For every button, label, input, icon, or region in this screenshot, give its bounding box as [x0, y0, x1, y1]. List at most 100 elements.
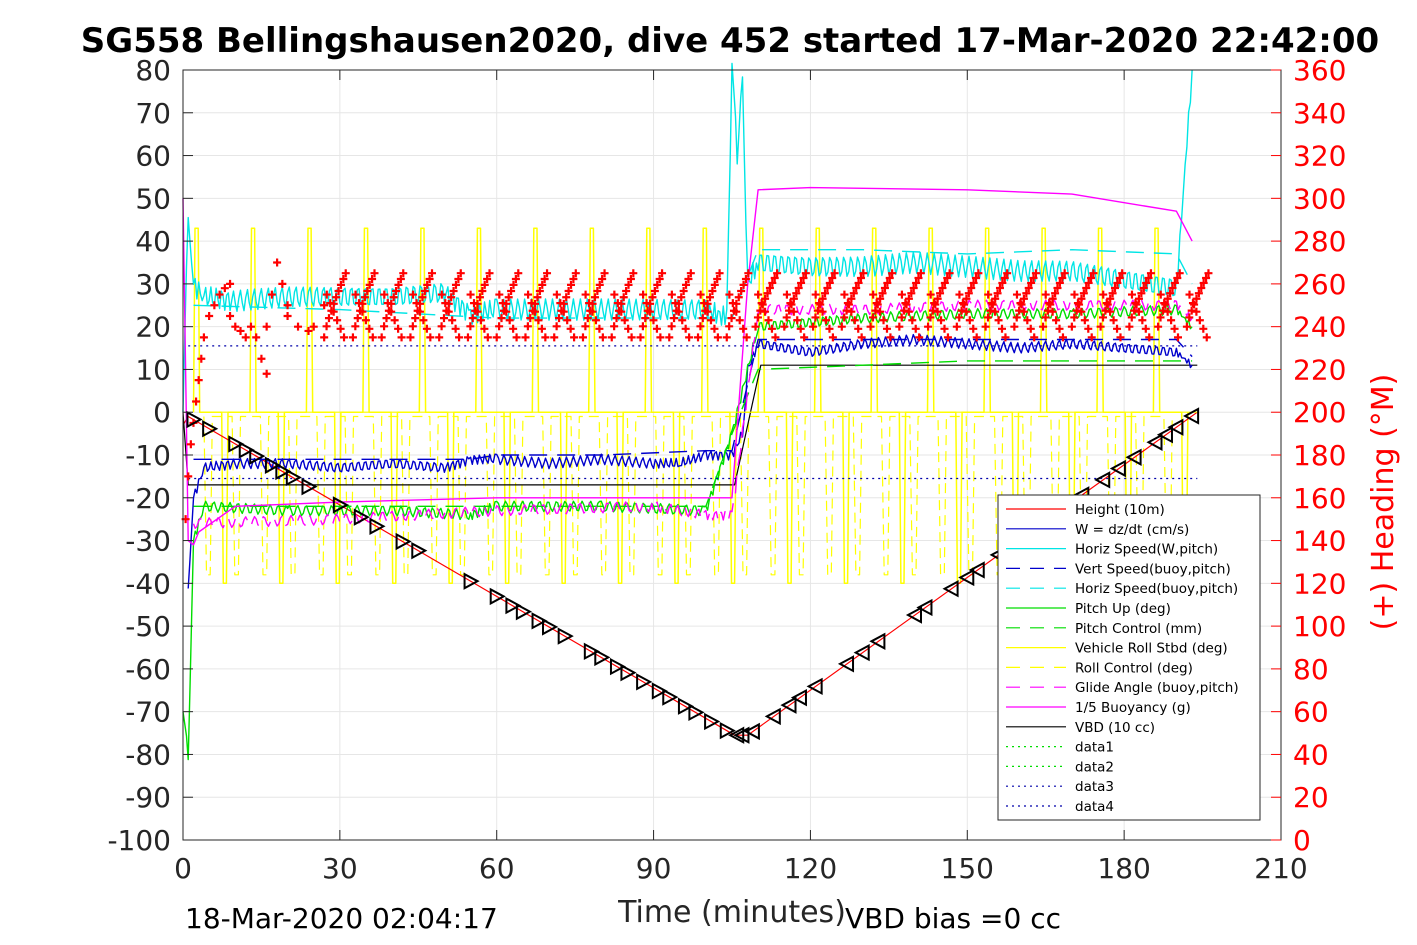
heading-point: [1110, 284, 1119, 293]
heading-point: [448, 316, 457, 325]
y2-tick-label: 160: [1293, 482, 1346, 515]
heading-point: [567, 280, 576, 289]
heading-point: [849, 289, 858, 298]
depth-markers: [186, 407, 1200, 744]
heading-point: [679, 286, 688, 295]
heading-point: [468, 314, 477, 323]
depth-marker: [609, 657, 627, 676]
heading-point: [886, 333, 895, 342]
heading-point: [698, 314, 707, 323]
heading-point: [423, 280, 432, 289]
heading-point: [533, 293, 542, 302]
depth-marker: [264, 456, 281, 474]
depth-marker: [395, 532, 412, 551]
heading-point: [727, 314, 736, 323]
heading-point: [967, 284, 976, 293]
heading-point: [780, 322, 789, 331]
heading-point: [380, 290, 389, 299]
heading-point: [636, 333, 645, 342]
heading-point: [383, 299, 392, 308]
y2-tick-label: 200: [1293, 396, 1346, 429]
heading-point: [509, 324, 518, 333]
heading-point: [556, 299, 565, 308]
depth-marker: [505, 596, 522, 615]
heading-point: [1170, 278, 1179, 287]
heading-point: [1070, 313, 1079, 322]
heading-point: [809, 322, 818, 331]
heading-point: [885, 274, 894, 283]
y2-tick-label: 80: [1293, 653, 1329, 686]
heading-point: [480, 324, 489, 333]
heading-point: [674, 307, 683, 316]
heading-point: [396, 274, 405, 283]
heading-point: [737, 286, 746, 295]
heading-point: [1022, 289, 1031, 298]
heading-point: [1099, 313, 1108, 322]
heading-point: [713, 274, 722, 283]
y-tick-label: -60: [125, 653, 171, 686]
legend-label-horiz-buoy: Horiz Speed(buoy,pitch): [1075, 581, 1238, 597]
y2-tick-label: 260: [1293, 268, 1346, 301]
heading-point: [1039, 322, 1048, 331]
heading-point: [340, 333, 349, 342]
heading-point: [552, 290, 561, 299]
heading-point: [1023, 316, 1032, 325]
heading-point: [641, 314, 650, 323]
heading-point: [830, 269, 839, 278]
x-axis-label: Time (minutes): [617, 895, 846, 930]
heading-point: [931, 300, 940, 309]
heading-point: [1096, 322, 1105, 331]
heading-point: [670, 314, 679, 323]
heading-point: [958, 299, 967, 308]
heading-point: [638, 322, 647, 331]
heading-point: [358, 307, 367, 316]
depth-marker: [790, 688, 807, 707]
heading-point: [365, 280, 374, 289]
y-tick-label: -30: [125, 525, 171, 558]
heading-point: [502, 307, 511, 316]
heading-point: [995, 284, 1004, 293]
heading-point: [336, 280, 345, 289]
heading-point: [681, 324, 690, 333]
heading-point: [656, 333, 665, 342]
heading-point: [620, 316, 629, 325]
depth-marker: [275, 462, 292, 481]
legend-label-data1: data1: [1075, 740, 1114, 756]
heading-point: [940, 324, 949, 333]
depth-marker: [968, 561, 985, 579]
y2-tick-label: 0: [1293, 824, 1311, 857]
heading-point: [1055, 324, 1064, 333]
heading-point: [793, 316, 802, 325]
heading-point: [360, 293, 369, 302]
heading-point: [1166, 289, 1175, 298]
depth-marker: [780, 696, 797, 714]
heading-point: [523, 322, 532, 331]
legend-label-pitch-control: Pitch Control (mm): [1075, 621, 1202, 637]
heading-point: [648, 293, 657, 302]
y-tick-label: -70: [125, 696, 171, 729]
depth-marker: [463, 572, 480, 590]
depth-marker: [1109, 459, 1126, 478]
heading-point: [333, 316, 342, 325]
heading-point: [880, 284, 889, 293]
heading-point: [1199, 324, 1208, 333]
depth-marker: [301, 477, 318, 496]
depth-marker: [285, 468, 302, 487]
heading-point: [495, 322, 504, 331]
heading-point: [787, 300, 796, 309]
y2-axis-label: (+) Heading (°M): [1366, 374, 1401, 631]
heading-point: [1027, 278, 1036, 287]
heading-point: [1001, 333, 1010, 342]
heading-point: [840, 313, 849, 322]
heading-point: [1106, 307, 1115, 316]
x-tick-label: 210: [1254, 852, 1307, 885]
y-tick-label: 20: [135, 311, 171, 344]
heading-point: [998, 324, 1006, 333]
heading-point: [535, 286, 544, 295]
heading-point: [415, 307, 424, 316]
heading-point: [761, 294, 770, 303]
heading-point: [764, 316, 773, 325]
heading-point: [1080, 316, 1089, 325]
heading-point: [904, 294, 913, 303]
depth-marker: [677, 697, 695, 715]
